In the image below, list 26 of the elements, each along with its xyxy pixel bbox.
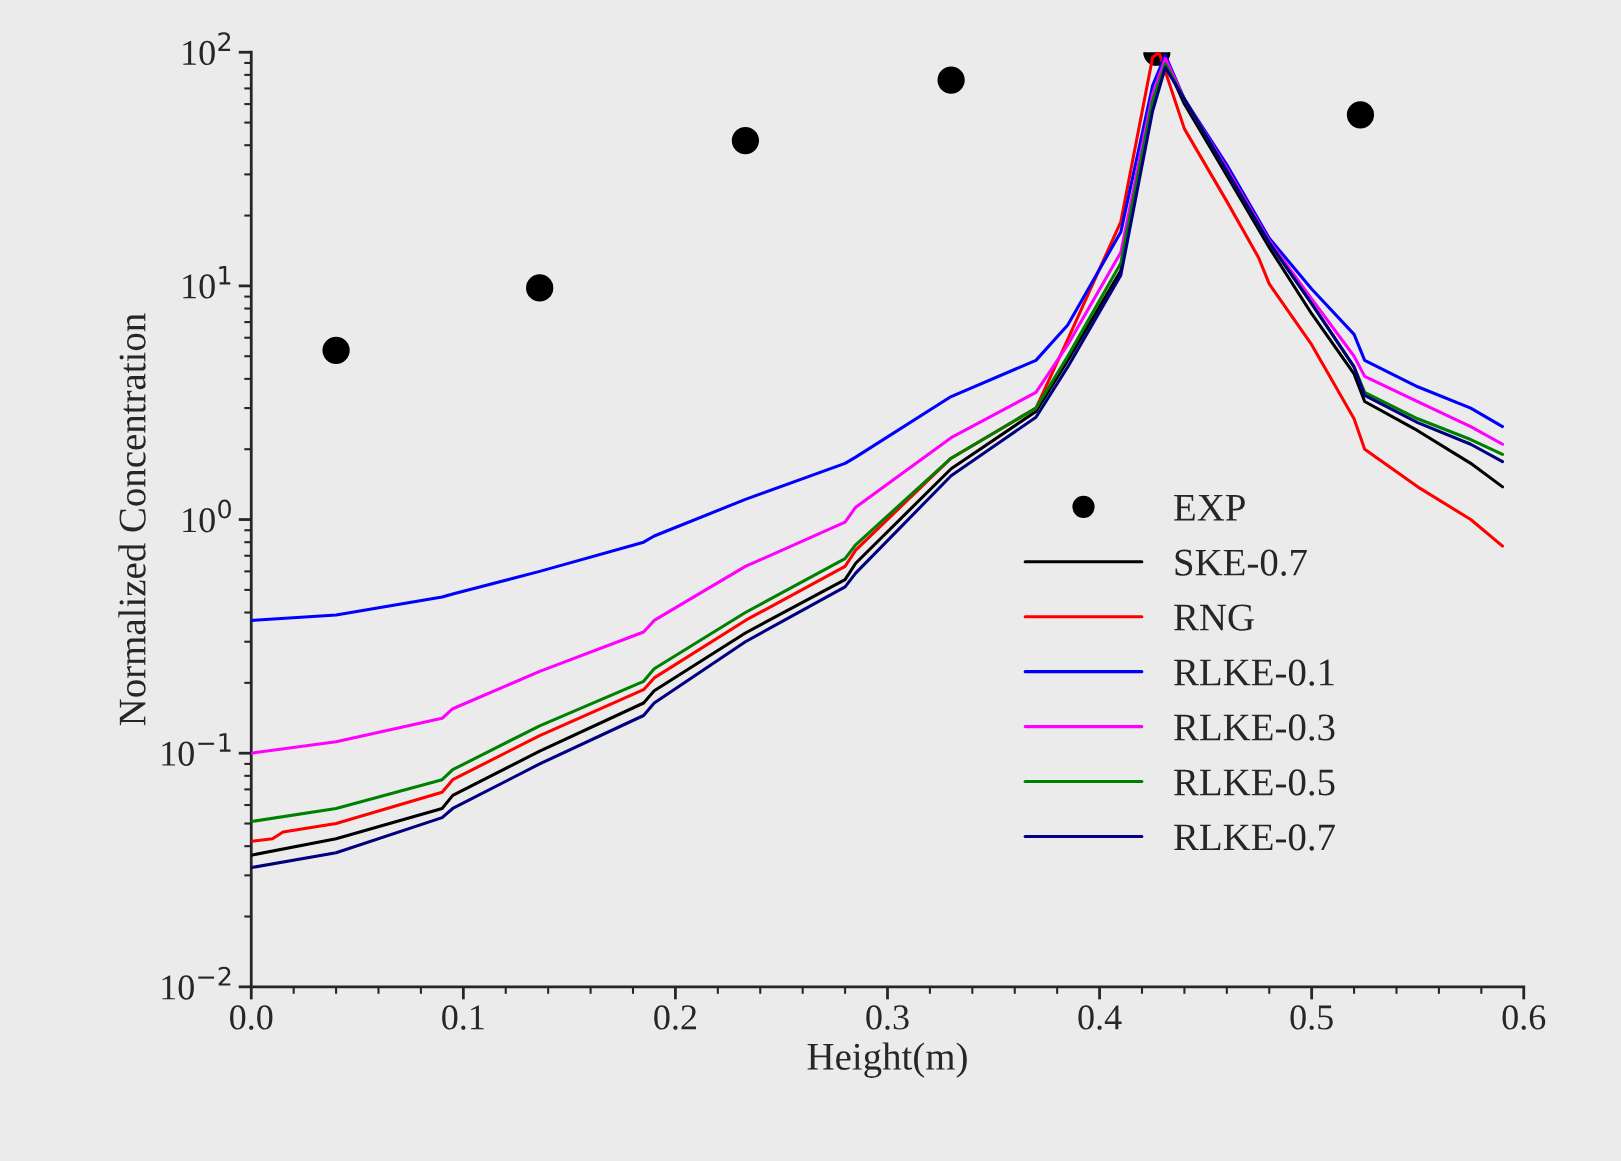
point (731, 126, 760, 155)
x-tick-label: 0.4 (1078, 1005, 1122, 1030)
x-tick-label: 0.5 (1290, 1005, 1333, 1030)
x-tick-label: 0.3 (866, 1005, 909, 1030)
y-tick-label: 10$^{−2}$ (162, 966, 231, 1000)
legend-label: RLKE-0.1 (1174, 659, 1334, 686)
x-tick-label: 0.6 (1502, 1005, 1546, 1030)
legend-label: SKE-0.7 (1175, 549, 1307, 576)
x-tick-label: 0.2 (654, 1005, 696, 1030)
legend-label: RNG (1174, 604, 1254, 631)
point (322, 336, 350, 364)
legend-label: EXP (1174, 494, 1245, 521)
x-tick-label: 0.0 (230, 1005, 273, 1030)
x-tick-label: 0.1 (442, 1005, 484, 1030)
x-axis-title: Height(m) (807, 1042, 967, 1078)
legend-label: RLKE-0.3 (1174, 714, 1335, 741)
y-tick-label: 10$^{2}$ (183, 32, 231, 66)
y-axis-title: Normalized Concentration (118, 313, 146, 726)
point (526, 274, 554, 302)
point (1346, 101, 1375, 129)
legend-label: RLKE-0.5 (1174, 769, 1335, 796)
point (937, 66, 965, 94)
y-tick-label: 10$^{1}$ (183, 265, 231, 299)
legend-label: RLKE-0.7 (1174, 824, 1335, 851)
y-tick-label: 10$^{−1}$ (162, 733, 231, 766)
y-tick-label: 10$^{0}$ (183, 499, 231, 533)
